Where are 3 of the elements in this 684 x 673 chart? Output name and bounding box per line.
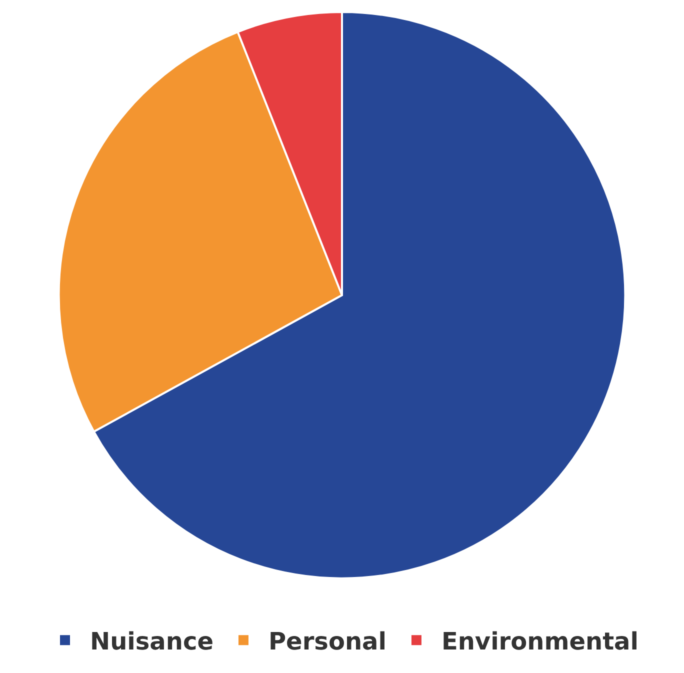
legend-label: Nuisance: [90, 627, 214, 656]
legend-label: Environmental: [441, 627, 638, 656]
legend-label: Personal: [268, 627, 386, 656]
